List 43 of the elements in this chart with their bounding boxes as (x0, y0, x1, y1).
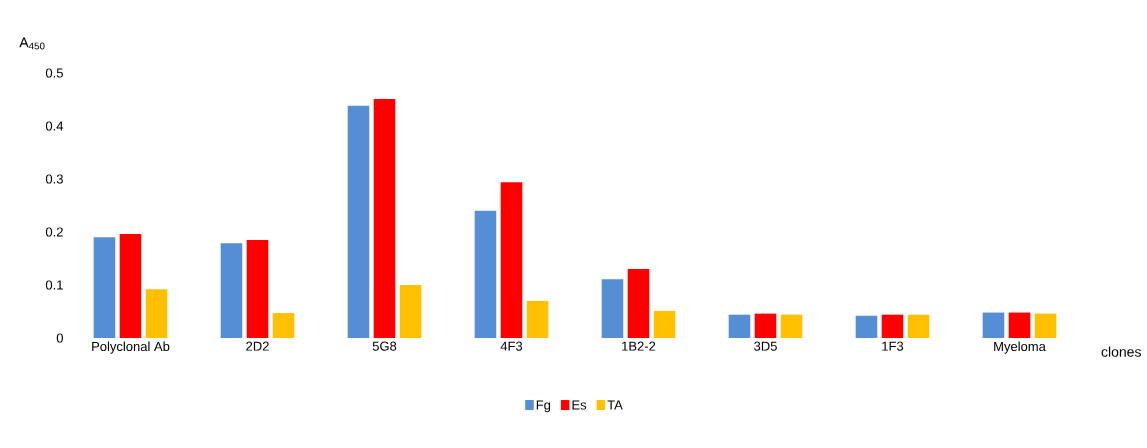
bar (601, 279, 624, 338)
bar (881, 314, 904, 338)
bar (780, 314, 803, 338)
x-tick-label: 2D2 (246, 341, 269, 351)
bar (246, 239, 269, 338)
x-tick-label: 1F3 (882, 341, 904, 351)
bar (653, 310, 676, 338)
bar (855, 315, 878, 338)
bar (526, 300, 549, 338)
x-tick-label: Myeloma (994, 341, 1046, 354)
bar (982, 312, 1005, 338)
bar (728, 314, 751, 338)
legend-label: Es (572, 400, 587, 410)
y-tick-label: 0 (56, 333, 63, 343)
x-tick-label: 3D5 (754, 341, 777, 351)
bar (1034, 313, 1057, 338)
y-tick-label: 0.2 (45, 227, 63, 237)
y-tick-label: 0.5 (45, 68, 63, 78)
bar (220, 243, 243, 338)
bar (272, 313, 295, 338)
bar (119, 234, 142, 338)
y-tick-label: 0.1 (45, 280, 63, 290)
bar (627, 269, 650, 338)
bar (474, 210, 497, 338)
legend-label: Fg (536, 400, 551, 413)
y-tick-label: 0.3 (45, 174, 63, 184)
bar (347, 105, 370, 338)
bar (145, 289, 168, 338)
x-axis-title: clones (1101, 346, 1141, 357)
legend-label: TA (607, 400, 623, 410)
bar (373, 98, 396, 338)
y-axis-title: A$_{450}$ (19, 37, 45, 50)
x-tick-label: Polyclonal Ab (92, 341, 170, 354)
bar (93, 237, 116, 338)
y-tick-label: 0.4 (45, 121, 64, 131)
x-tick-label: 5G8 (372, 341, 397, 351)
bar (399, 285, 422, 338)
x-tick-label: 1B2-2 (622, 341, 656, 351)
bar (907, 314, 930, 338)
x-tick-label: 4F3 (500, 341, 523, 351)
bar (500, 182, 523, 338)
bar (754, 313, 777, 338)
bar (1008, 312, 1031, 338)
